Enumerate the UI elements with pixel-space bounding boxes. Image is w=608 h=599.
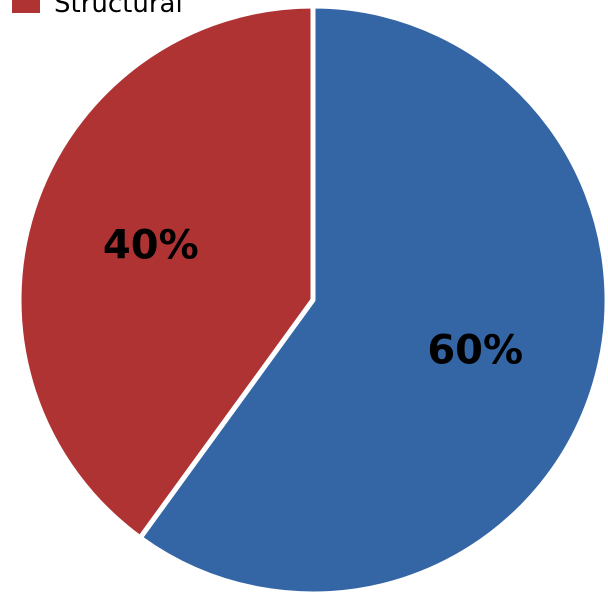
pie-slice-structural [16,3,316,541]
legend-label-structural: Structural [54,0,183,19]
pie-slices [16,3,608,597]
slice-label-other: 60% [427,328,523,374]
legend-swatch-structural [12,0,40,13]
pie-slice-other [137,3,608,597]
slice-label-structural: 40% [103,222,199,268]
pie-slice-labels: 40% 60% [103,222,523,373]
legend: Structural [12,0,183,19]
